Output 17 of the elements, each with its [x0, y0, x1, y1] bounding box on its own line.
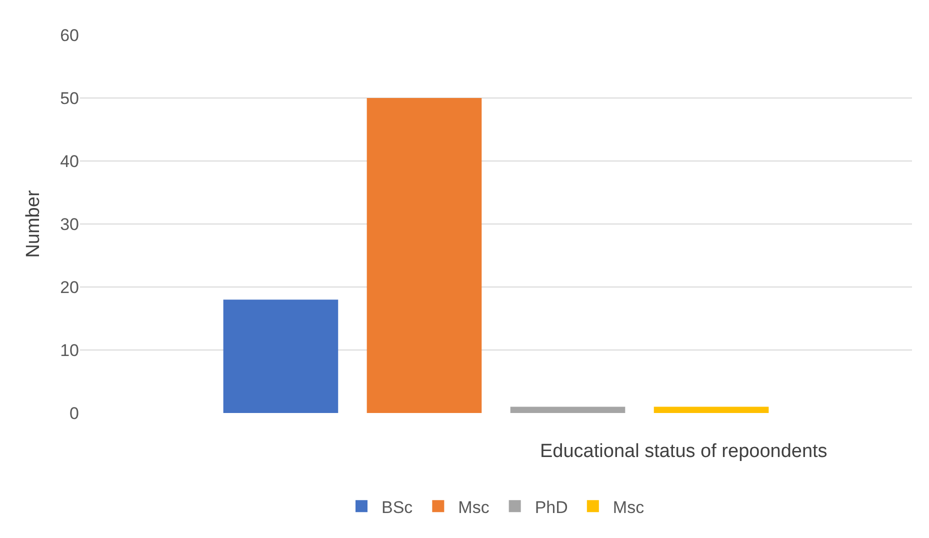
- y-tick-label: 40: [60, 152, 79, 171]
- y-tick-label: 10: [60, 340, 79, 360]
- y-tick-label: 50: [60, 88, 79, 108]
- legend-label: Msc: [612, 498, 645, 517]
- y-tick-label: 60: [60, 26, 79, 45]
- y-axis-title: Number: [22, 190, 44, 258]
- legend-label: PhD: [534, 498, 568, 517]
- bar: [223, 300, 338, 413]
- legend-label: BSc: [382, 498, 414, 517]
- bar: [654, 406, 769, 413]
- y-tick-label: 0: [70, 404, 79, 423]
- bar: [510, 406, 626, 413]
- y-tick-label: 30: [60, 214, 79, 234]
- bar: [366, 98, 482, 413]
- x-axis-title: Educational status of repoondents: [540, 441, 828, 462]
- y-tick-label: 20: [60, 278, 79, 297]
- legend-label: Msc: [458, 498, 490, 517]
